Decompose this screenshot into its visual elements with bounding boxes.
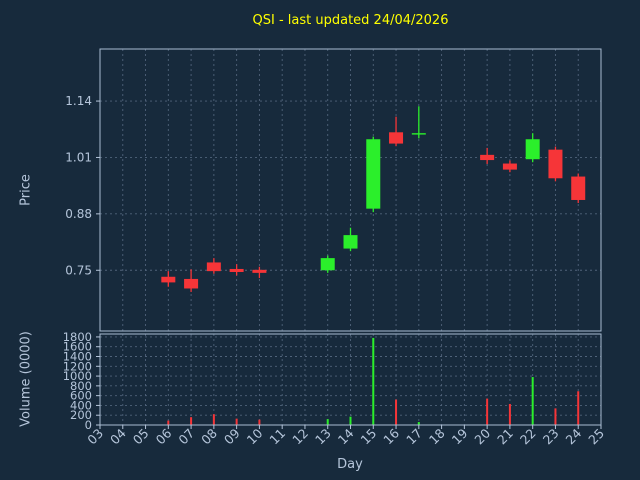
candle-body xyxy=(229,268,244,272)
price-tick-label: 1.14 xyxy=(65,94,92,108)
volume-bar xyxy=(417,422,420,425)
candle-body xyxy=(548,149,563,179)
volume-bar xyxy=(395,399,398,425)
x-tick-label: 16 xyxy=(380,425,402,447)
price-tick-label: 0.75 xyxy=(65,263,92,277)
volume-tick-label: 1800 xyxy=(63,330,92,344)
volume-tick-label: 800 xyxy=(70,379,92,393)
volume-bar xyxy=(258,419,261,425)
x-tick-label: 18 xyxy=(426,425,448,447)
x-tick-label: 24 xyxy=(562,425,584,447)
candle-body xyxy=(252,269,267,273)
price-tick-label: 0.88 xyxy=(65,207,92,221)
volume-bar xyxy=(577,391,580,425)
candle-body xyxy=(411,133,426,135)
x-tick-label: 23 xyxy=(540,426,562,448)
price-panel-border xyxy=(99,48,602,332)
volume-bar xyxy=(167,420,170,425)
volume-bar xyxy=(508,403,511,425)
volume-bar xyxy=(212,414,215,425)
x-tick-label: 21 xyxy=(494,426,516,448)
x-tick-label: 06 xyxy=(153,425,175,447)
candle-body xyxy=(571,176,586,200)
volume-bar xyxy=(531,377,534,425)
volume-tick-label: 1000 xyxy=(63,369,92,383)
x-tick-label: 19 xyxy=(449,425,471,447)
volume-bar xyxy=(554,408,557,425)
candle-body xyxy=(502,163,517,170)
volume-bar xyxy=(235,418,238,425)
x-tick-label: 15 xyxy=(358,426,380,448)
candle-body xyxy=(320,258,335,271)
x-tick-label: 20 xyxy=(471,425,493,447)
volume-bar xyxy=(372,337,375,425)
x-tick-label: 04 xyxy=(107,425,129,447)
candles xyxy=(161,106,586,292)
x-tick-label: 13 xyxy=(312,426,334,448)
volume-bar xyxy=(190,417,193,425)
candle-body xyxy=(161,276,176,283)
candle-body xyxy=(184,278,199,289)
volume-tick-label: 1400 xyxy=(63,350,92,364)
volume-tick-label: 400 xyxy=(70,398,92,412)
x-tick-label: 17 xyxy=(403,426,425,448)
x-tick-label: 11 xyxy=(266,426,288,448)
tick-marks xyxy=(96,100,602,429)
candle-body xyxy=(389,132,404,144)
volume-tick-label: 1200 xyxy=(63,359,92,373)
candle-body xyxy=(525,139,540,160)
x-tick-label: 05 xyxy=(130,426,152,448)
volume-tick-label: 200 xyxy=(70,408,92,422)
x-tick-label: 07 xyxy=(175,426,197,448)
x-tick-label: 09 xyxy=(221,425,243,447)
volume-tick-label: 0 xyxy=(85,418,92,432)
x-axis-label: Day xyxy=(337,457,363,472)
chart-title: QSI - last updated 24/04/2026 xyxy=(252,13,449,28)
candle-body xyxy=(206,262,221,272)
x-tick-label: 14 xyxy=(335,425,357,447)
candle-body xyxy=(366,139,381,209)
x-tick-label: 25 xyxy=(585,426,607,448)
x-tick-label: 12 xyxy=(289,426,311,448)
price-tick-label: 1.01 xyxy=(65,150,92,164)
volume-tick-label: 1600 xyxy=(63,340,92,354)
candle-body xyxy=(480,154,495,161)
volume-bar xyxy=(326,419,329,425)
grid-lines xyxy=(99,49,602,426)
volume-bar xyxy=(349,416,352,425)
candle-body xyxy=(343,235,358,249)
x-tick-label: 22 xyxy=(517,426,539,448)
volume-bar xyxy=(486,398,489,425)
x-tick-label: 08 xyxy=(198,425,220,447)
x-tick-label: 10 xyxy=(244,425,266,447)
volume-tick-label: 600 xyxy=(70,389,92,403)
volume-bars xyxy=(167,337,580,425)
